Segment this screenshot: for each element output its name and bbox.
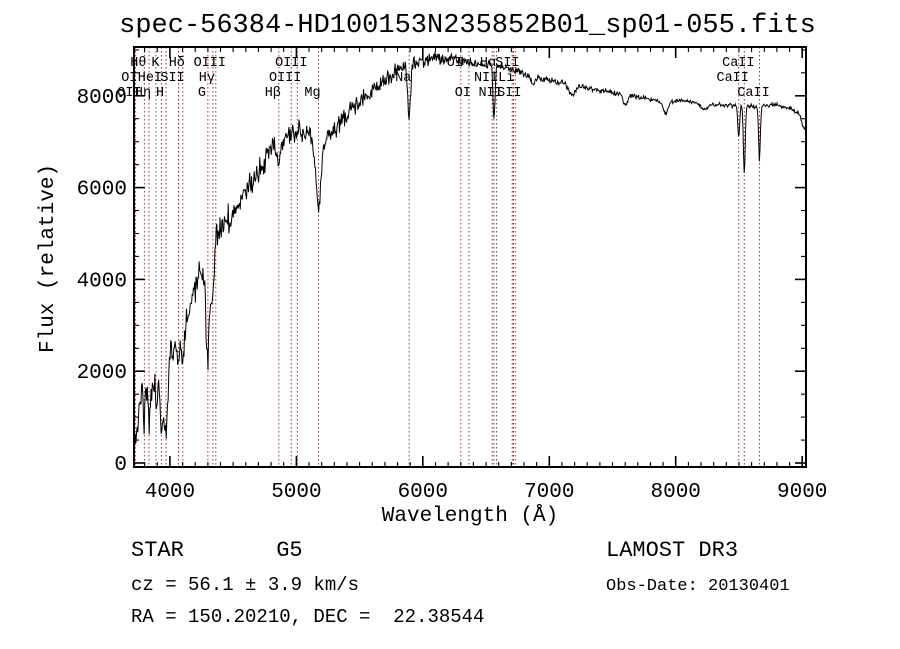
ra-dec-text: RA = 150.20210, DEC = 22.38544 [131,606,485,628]
svg-text:SII: SII [495,56,519,71]
svg-text:SII: SII [497,86,521,101]
redshift-text: cz = 56.1 ± 3.9 km/s [131,574,360,596]
svg-text:CaII: CaII [716,71,748,86]
svg-text:OIII: OIII [194,56,226,71]
svg-text:CaII: CaII [737,86,769,101]
axis-ticks [134,47,806,467]
svg-text:8000: 8000 [77,87,127,110]
svg-text:K: K [151,56,160,71]
svg-text:6000: 6000 [77,179,127,202]
plot-frame [133,46,807,468]
svg-text:OI: OI [455,86,471,101]
svg-text:Hα: Hα [480,56,496,71]
svg-text:OI: OI [447,56,463,71]
svg-text:OIII: OIII [269,71,301,86]
svg-text:7000: 7000 [524,481,574,504]
svg-text:Hη: Hη [135,86,151,101]
svg-text:OIII: OIII [275,56,307,71]
svg-text:HeI: HeI [138,71,162,86]
svg-text:2000: 2000 [77,362,127,385]
svg-text:OII: OII [117,86,141,101]
svg-text:SII: SII [160,71,184,86]
svg-text:Hδ: Hδ [169,56,185,71]
obs-date-text: Obs-Date: 20130401 [606,577,790,596]
chart-title: spec-56384-HD100153N235852B01_sp01-055.f… [119,11,816,41]
svg-text:8000: 8000 [650,481,700,504]
svg-text:Li: Li [498,71,514,86]
svg-text:Hβ: Hβ [265,86,281,101]
spectral-line-markers [134,47,760,467]
spectral-line-labels: OIOIIHθHηHeIKHSIIHδGHγOIIIHβOIIIOIIIMgNa… [117,56,769,101]
svg-text:Mg: Mg [304,86,320,101]
svg-text:OI: OI [121,71,137,86]
svg-text:Hγ: Hγ [199,71,215,86]
tick-labels: 4000 5000 6000 7000 8000 9000 0 2000 4000 6000 800… [77,87,828,504]
x-axis-label: Wavelength (Å) [381,505,559,528]
svg-text:H: H [156,86,164,101]
svg-text:Hθ: Hθ [130,56,146,71]
svg-text:4000: 4000 [77,270,127,293]
spectrum-line [133,51,806,446]
svg-text:5000: 5000 [271,481,321,504]
svg-text:G: G [198,86,206,101]
svg-text:6000: 6000 [398,481,448,504]
classification-text: STAR G5 [131,538,303,563]
svg-text:0: 0 [114,454,127,477]
svg-text:Na: Na [395,71,411,86]
svg-text:9000: 9000 [777,481,827,504]
survey-text: LAMOST DR3 [606,538,739,563]
svg-text:CaII: CaII [722,56,754,71]
svg-text:4000: 4000 [145,481,195,504]
y-axis-label: Flux (relative) [37,163,60,353]
svg-text:NII: NII [474,71,498,86]
svg-text:NII: NII [478,86,502,101]
